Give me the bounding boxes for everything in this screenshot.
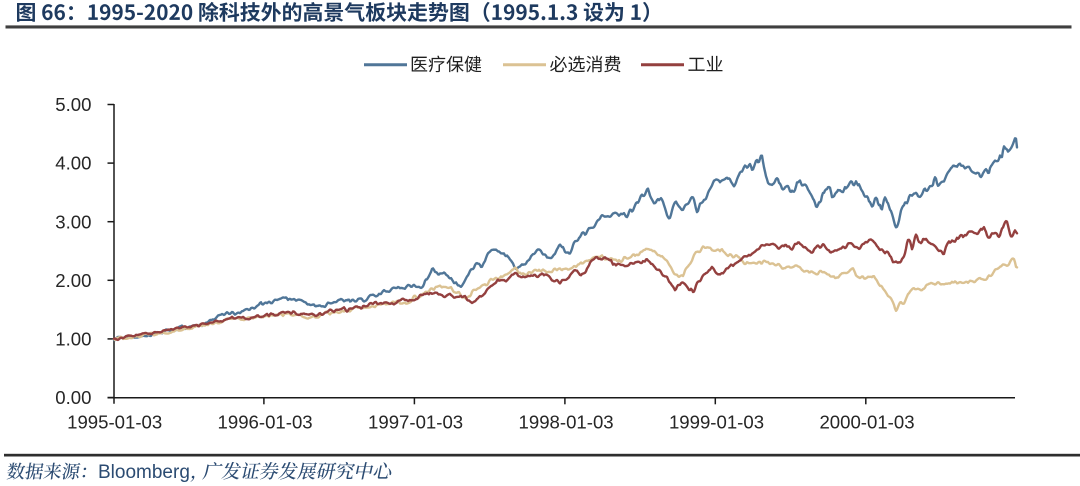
svg-text:1997-01-03: 1997-01-03: [368, 411, 463, 432]
svg-text:2.00: 2.00: [55, 270, 91, 291]
svg-text:1995-01-03: 1995-01-03: [67, 411, 162, 432]
svg-text:2000-01-03: 2000-01-03: [819, 411, 914, 432]
svg-text:1996-01-03: 1996-01-03: [218, 411, 313, 432]
svg-text:Bloomberg: Bloomberg: [98, 462, 190, 483]
svg-text:1999-01-03: 1999-01-03: [669, 411, 764, 432]
svg-text:5.00: 5.00: [55, 94, 91, 115]
svg-text:3.00: 3.00: [55, 211, 91, 232]
svg-text:1.00: 1.00: [55, 329, 91, 350]
svg-text:1998-01-03: 1998-01-03: [519, 411, 614, 432]
svg-text:0.00: 0.00: [55, 387, 91, 408]
svg-text:4.00: 4.00: [55, 153, 91, 174]
